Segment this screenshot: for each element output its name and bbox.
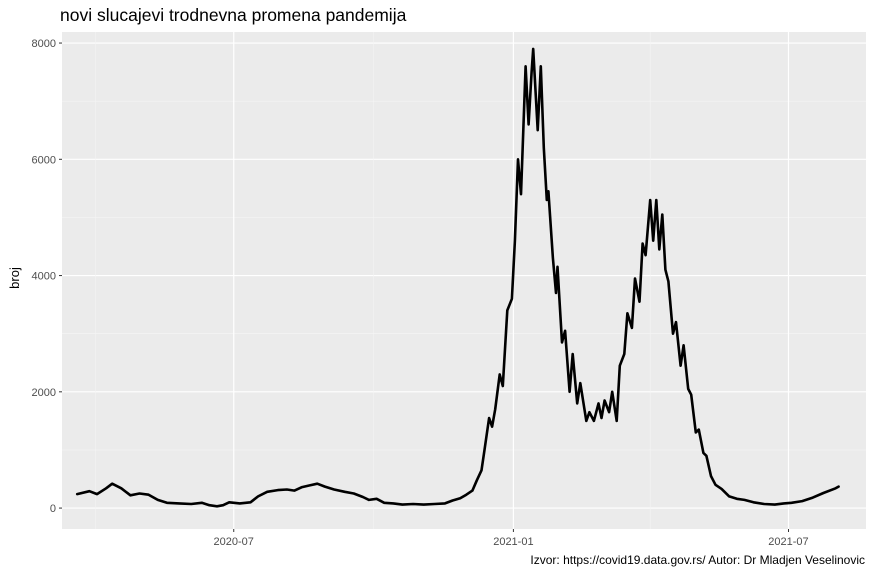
plot-panel [62,32,866,529]
source-caption: Izvor: https://covid19.data.gov.rs/ Auto… [530,553,865,567]
x-tick-label: 2021-01 [493,536,533,548]
chart-title: novi slucajevi trodnevna promena pandemi… [60,5,407,25]
series-layer [75,47,840,508]
y-tick-label: 8000 [32,38,56,50]
x-tick-label: 2021-07 [768,536,808,548]
y-tick-label: 2000 [32,387,56,399]
y-tick-label: 6000 [32,154,56,166]
y-axis-title: broj [7,267,22,289]
series-line-1 [75,47,840,508]
y-tick-label: 4000 [32,271,56,283]
grid-lines [62,32,866,529]
y-tick-label: 0 [50,503,56,515]
axes: 0 2000 4000 6000 8000 2020-07 2021-01 2021-07 [32,38,809,548]
x-tick-label: 2020-07 [214,536,254,548]
